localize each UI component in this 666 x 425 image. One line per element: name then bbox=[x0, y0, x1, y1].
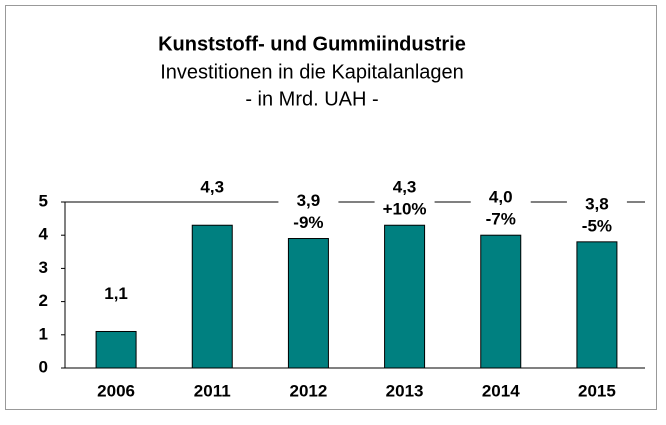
data-label: 3,8 bbox=[585, 194, 609, 213]
y-tick-label: 5 bbox=[39, 191, 48, 210]
y-tick-label: 4 bbox=[39, 225, 49, 244]
chart-subtitle: - in Mrd. UAH - bbox=[245, 88, 378, 110]
bar bbox=[95, 330, 137, 369]
change-label: -7% bbox=[486, 210, 516, 229]
bar bbox=[287, 238, 329, 369]
x-tick-label: 2012 bbox=[290, 381, 328, 400]
chart-title: Kunststoff- und Gummiindustrie bbox=[158, 33, 466, 55]
chart-subtitle: Investitionen in die Kapitalanlagen bbox=[160, 61, 464, 83]
change-label: -9% bbox=[293, 213, 323, 232]
y-tick-label: 0 bbox=[39, 357, 48, 376]
x-tick-label: 2015 bbox=[578, 381, 616, 400]
label-background bbox=[86, 282, 147, 307]
data-label: 1,1 bbox=[104, 284, 128, 303]
y-tick-label: 2 bbox=[39, 291, 48, 310]
label-background bbox=[374, 176, 435, 223]
bar bbox=[480, 234, 522, 369]
y-tick-label: 1 bbox=[39, 324, 48, 343]
data-label: 4,3 bbox=[200, 178, 224, 197]
data-label: 4,0 bbox=[489, 188, 513, 207]
change-label: -5% bbox=[582, 216, 612, 235]
x-tick-label: 2013 bbox=[386, 381, 424, 400]
label-background bbox=[566, 192, 627, 239]
bar bbox=[576, 241, 618, 369]
x-tick-label: 2014 bbox=[482, 381, 520, 400]
x-tick-label: 2006 bbox=[97, 381, 135, 400]
label-background bbox=[278, 189, 339, 236]
y-tick-label: 3 bbox=[39, 258, 48, 277]
x-tick-label: 2011 bbox=[194, 381, 231, 400]
change-label: +10% bbox=[383, 200, 427, 219]
label-background bbox=[470, 186, 531, 233]
data-label: 3,9 bbox=[297, 191, 321, 210]
data-label: 4,3 bbox=[393, 178, 417, 197]
label-background bbox=[182, 176, 243, 201]
bar bbox=[384, 224, 426, 369]
bar bbox=[191, 224, 233, 369]
